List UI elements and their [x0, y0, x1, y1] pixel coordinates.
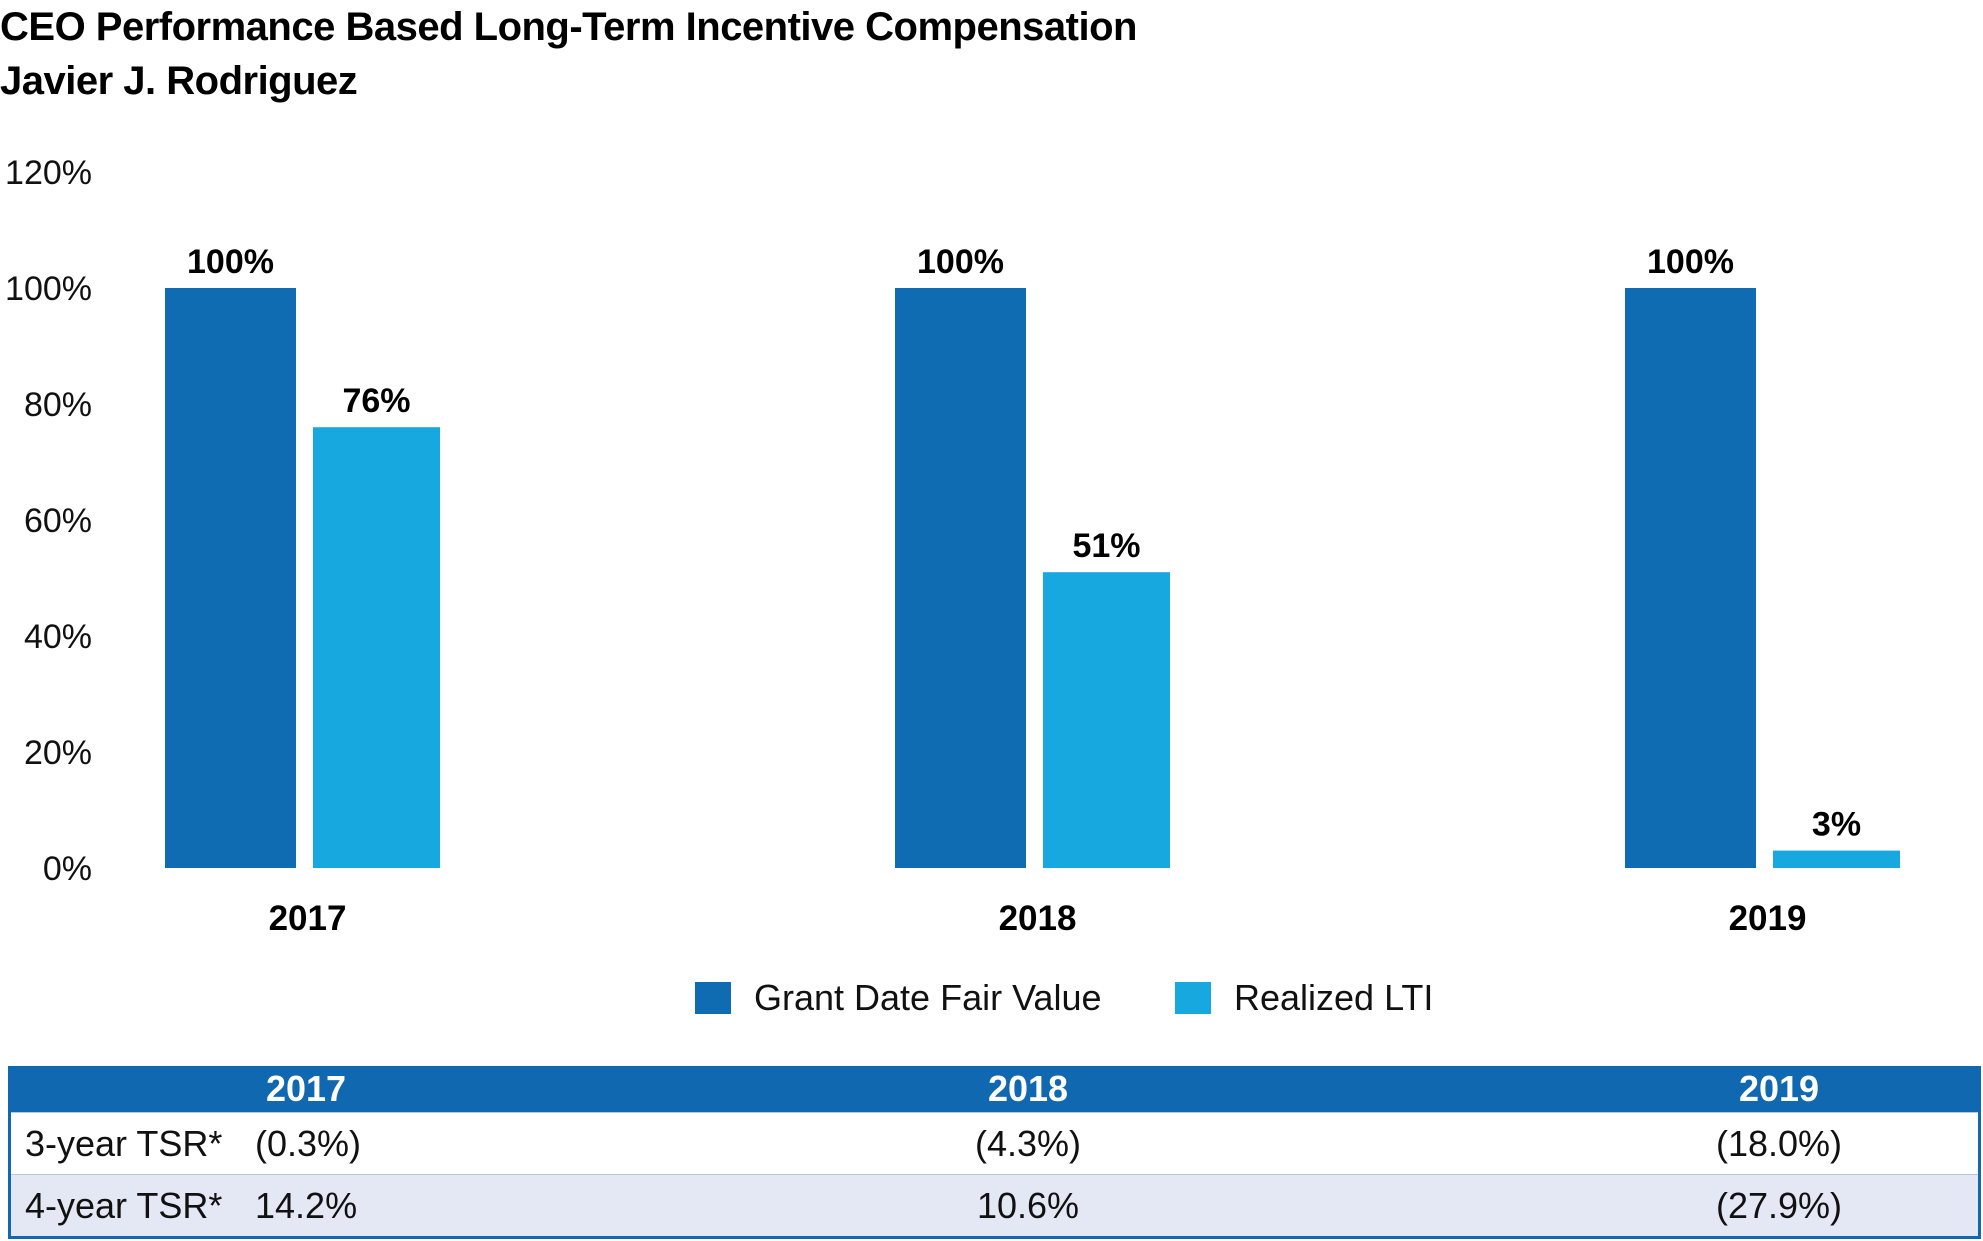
tsr-cell-4y-2017: 14.2%: [255, 1184, 358, 1226]
tsr-cell-3y-2019: (18.0%): [1715, 1122, 1843, 1164]
bar-value-label: 51%: [1072, 527, 1140, 565]
bar-value-label: 76%: [342, 382, 410, 420]
category-label-2019: 2019: [1729, 899, 1807, 938]
tsr-table: 2017 2018 2019 3-year TSR* (0.3%) (4.3%)…: [8, 1066, 1981, 1239]
tsr-cell-4y-2018: 10.6%: [976, 1184, 1080, 1226]
tsr-header-2018: 2018: [987, 1068, 1069, 1109]
legend-swatch: [695, 982, 731, 1014]
bar-realized-2017: [313, 427, 440, 868]
bar-labels: 100% 100% 100% 76% 51% 3%: [187, 243, 1861, 844]
bar-realized-2018: [1043, 572, 1170, 868]
tsr-cell-3y-2017: (0.3%): [255, 1122, 362, 1164]
legend-swatch: [1175, 982, 1211, 1014]
y-tick-label: 40%: [24, 618, 92, 656]
tsr-header-2019: 2019: [1738, 1068, 1820, 1109]
bar-realized-2019: [1773, 850, 1900, 868]
bar-grant-2017: [165, 288, 296, 868]
tsr-row-label: 3-year TSR*: [25, 1122, 223, 1164]
bar-value-label: 3%: [1812, 806, 1861, 844]
chart-title-line2: Javier J. Rodriguez: [0, 59, 358, 103]
bar-chart: 0% 20% 40% 60% 80% 100% 120% 100% 100% 100% 76% 51…: [5, 154, 1900, 1018]
legend: Grant Date Fair Value Realized LTI: [695, 977, 1433, 1018]
bars: [165, 288, 1900, 868]
y-tick-label: 100%: [5, 270, 92, 308]
y-tick-label: 0%: [43, 850, 92, 888]
y-tick-label: 80%: [24, 386, 92, 424]
legend-label: Realized LTI: [1234, 977, 1433, 1018]
tsr-row-3year: 3-year TSR* (0.3%) (4.3%) (18.0%): [11, 1112, 1978, 1174]
legend-label: Grant Date Fair Value: [754, 977, 1101, 1018]
bar-value-label: 100%: [917, 243, 1004, 281]
category-label-2018: 2018: [999, 899, 1077, 938]
bar-grant-2018: [895, 288, 1026, 868]
y-axis: 0% 20% 40% 60% 80% 100% 120%: [5, 154, 92, 888]
tsr-cell-4y-2019: (27.9%): [1715, 1184, 1843, 1226]
bar-value-label: 100%: [187, 243, 274, 281]
y-tick-label: 120%: [5, 154, 92, 192]
y-tick-label: 60%: [24, 502, 92, 540]
bar-value-label: 100%: [1647, 243, 1734, 281]
chart-title: CEO Performance Based Long-Term Incentiv…: [0, 0, 1137, 108]
tsr-row-4year: 4-year TSR* 14.2% 10.6% (27.9%): [11, 1174, 1978, 1236]
tsr-header-2017: 2017: [265, 1068, 347, 1109]
category-label-2017: 2017: [269, 899, 347, 938]
bar-grant-2019: [1625, 288, 1756, 868]
tsr-table-header: 2017 2018 2019: [11, 1066, 1978, 1112]
category-labels: 2017 2018 2019: [269, 899, 1807, 938]
chart-title-line1: CEO Performance Based Long-Term Incentiv…: [0, 5, 1137, 49]
tsr-cell-3y-2018: (4.3%): [974, 1122, 1082, 1164]
y-tick-label: 20%: [24, 734, 92, 772]
tsr-row-label: 4-year TSR*: [25, 1184, 223, 1226]
